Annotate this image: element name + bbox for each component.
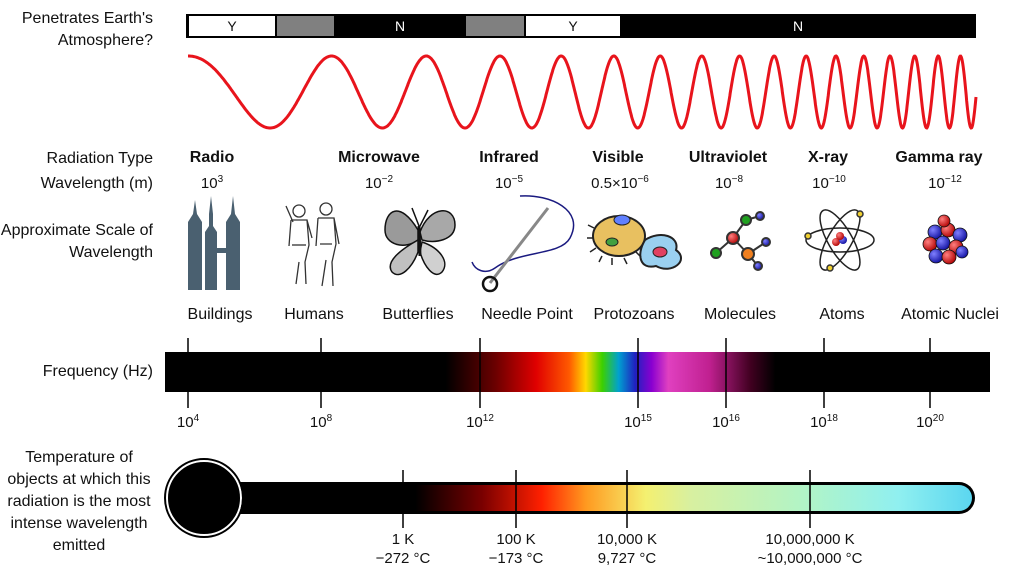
wavelength-ultraviolet: 10−8 (714, 174, 744, 193)
atmosphere-n-1: N (394, 18, 406, 34)
frequency-tick: 1016 (712, 413, 740, 432)
nucleus-icon (922, 214, 969, 265)
buildings-icon (188, 196, 240, 290)
wavelength-gamma: 10−12 (928, 174, 962, 193)
atmosphere-segment (277, 16, 334, 36)
wave-line (188, 54, 978, 130)
scale-atomic-nuclei: Atomic Nuclei (901, 306, 999, 323)
atmosphere-segment (466, 16, 524, 36)
wavelength-radio: 103 (200, 174, 224, 193)
atmosphere-y-1: Y (227, 18, 237, 34)
frequency-tick: 104 (176, 413, 200, 432)
atmosphere-segment (189, 16, 275, 36)
scale-buildings: Buildings (187, 306, 253, 323)
scale-humans: Humans (284, 306, 344, 323)
frequency-bar (165, 338, 990, 408)
frequency-label: Frequency (Hz) (42, 363, 153, 380)
atmosphere-segment (526, 16, 620, 36)
scale-atoms: Atoms (819, 306, 865, 323)
frequency-tick: 1012 (466, 413, 494, 432)
temperature-tick: 1 K −272 °C (375, 531, 431, 567)
molecule-icon (710, 211, 771, 271)
atom-icon (804, 209, 875, 272)
radiation-type-visible: Visible (592, 149, 644, 166)
radiation-type-microwave: Microwave (338, 149, 420, 166)
humans-icon (285, 202, 340, 287)
needle-icon (471, 195, 575, 293)
protozoan-icon (587, 214, 682, 270)
atmosphere-y-2: Y (568, 18, 578, 34)
frequency-tick: 1020 (916, 413, 944, 432)
thermometer (164, 458, 975, 538)
frequency-tick: 1015 (624, 413, 652, 432)
scale-butterflies: Butterflies (382, 306, 454, 323)
radiation-type-radio: Radio (189, 149, 235, 166)
atmosphere-bar (186, 14, 976, 38)
temperature-tick: 100 K −173 °C (488, 531, 544, 567)
scale-molecules: Molecules (703, 306, 777, 323)
wavelength-infrared: 10−5 (494, 174, 524, 193)
scale-needle-point: Needle Point (481, 306, 573, 323)
scale-label: Approximate Scale of Wavelength (0, 222, 153, 261)
atmosphere-n-2: N (792, 18, 804, 34)
frequency-tick: 1018 (810, 413, 838, 432)
temperature-tick: 10,000,000 K ~10,000,000 °C (757, 531, 863, 567)
wavelength-microwave: 10−2 (364, 174, 394, 193)
frequency-tick: 108 (309, 413, 333, 432)
wavelength-xray: 10−10 (812, 174, 846, 193)
wavelength-label: Wavelength (m) (40, 175, 153, 192)
radiation-type-infrared: Infrared (479, 149, 539, 166)
radiation-type-label: Radiation Type (46, 150, 153, 167)
atmosphere-label: Penetrates Earth's Atmosphere? (21, 10, 153, 49)
wavelength-visible: 0.5×10−6 (591, 174, 649, 193)
radiation-type-gamma: Gamma ray (895, 149, 983, 166)
temperature-label: Temperature of objects at which this rad… (7, 449, 151, 554)
radiation-type-ultraviolet: Ultraviolet (688, 149, 768, 166)
temperature-tick: 10,000 K 9,727 °C (596, 531, 658, 567)
scale-protozoans: Protozoans (593, 306, 675, 323)
butterfly-icon (384, 207, 456, 276)
radiation-type-xray: X-ray (807, 149, 849, 166)
